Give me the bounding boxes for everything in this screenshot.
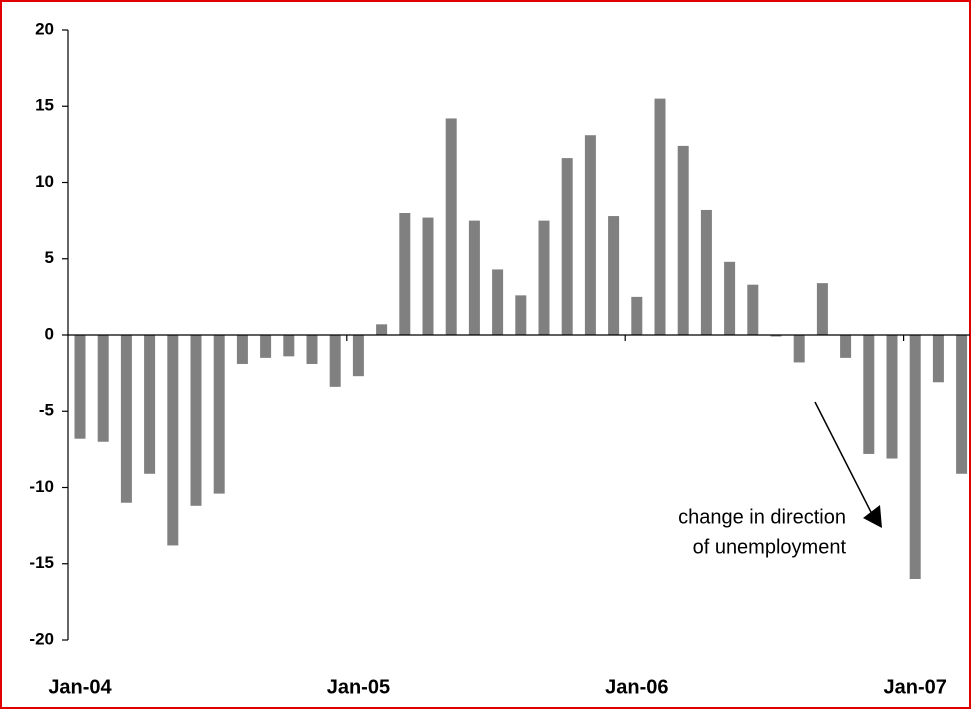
bar [120,335,132,503]
annotation-line: change in direction [678,506,846,528]
y-tick-label: 15 [35,96,54,115]
bar [654,98,666,335]
bar [399,213,411,335]
bar [584,135,596,335]
bar [213,335,225,494]
bar [631,296,643,335]
annotation-line: of unemployment [693,536,847,558]
bar [329,335,341,387]
bar [816,283,828,335]
bar [352,335,364,377]
bar [236,335,248,364]
bar [561,158,573,335]
y-tick-label: 10 [35,172,54,191]
bar [74,335,86,439]
bar [909,335,921,579]
bar [97,335,109,442]
bar [886,335,898,459]
bar [747,284,759,335]
y-tick-label: 20 [35,19,54,38]
x-tick-label: Jan-05 [327,676,390,698]
x-tick-label: Jan-06 [605,676,668,698]
y-tick-label: -5 [39,401,54,420]
bar [608,216,620,335]
y-tick-label: -10 [29,477,54,496]
bar [144,335,156,474]
bar [492,269,504,335]
bar [376,324,388,335]
bar [167,335,179,546]
bar [422,217,434,335]
annotation-arrowhead [863,505,882,528]
bar [770,335,782,337]
bar [724,261,736,335]
bar [956,335,968,474]
bar [863,335,875,454]
bar [677,145,689,335]
y-tick-label: 0 [45,324,54,343]
bar [932,335,944,383]
bar [793,335,805,363]
bar [538,220,550,335]
bar [840,335,852,358]
bar [306,335,318,364]
bar [190,335,202,506]
y-tick-label: -15 [29,553,54,572]
bar [283,335,295,357]
y-tick-label: -20 [29,629,54,648]
bar [260,335,272,358]
x-tick-label: Jan-07 [884,676,947,698]
bar [515,295,527,335]
y-tick-label: 5 [45,248,54,267]
bar [468,220,480,335]
x-tick-label: Jan-04 [48,676,112,698]
annotation-arrow [814,401,877,524]
bar [445,118,457,335]
bar [700,209,712,335]
